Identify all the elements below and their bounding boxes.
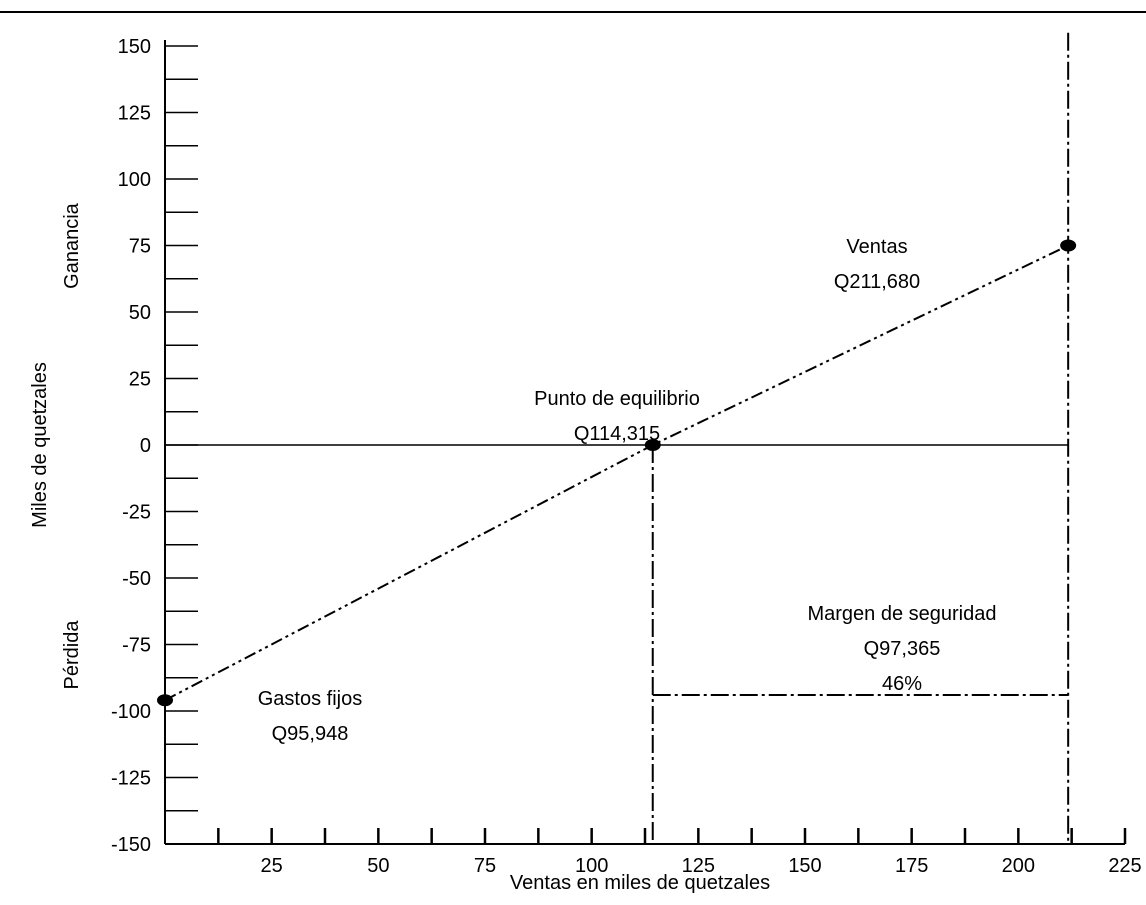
annotations: Ventas Q211,680 Punto de equilibrio Q114,31… (258, 236, 997, 745)
annotation-ventas: Q211,680 (834, 271, 920, 293)
series (157, 239, 1077, 707)
annotation-gastos-fijos: Q95,948 (272, 723, 349, 745)
x-tick-label: 150 (788, 855, 821, 877)
y-tick-label: 100 (118, 169, 151, 191)
data-point (1060, 239, 1077, 252)
reference-lines (165, 32, 1070, 844)
y-tick-label: -125 (111, 768, 151, 790)
series-line (164, 244, 1069, 702)
annotation-punto-equilibrio: Q114,315 (574, 423, 660, 445)
annotation-margen-seguridad: Q97,365 (864, 638, 941, 660)
x-tick-label: 200 (1002, 855, 1035, 877)
x-tick-label: 25 (261, 855, 283, 877)
annotation-margen-seguridad: 46% (882, 673, 922, 695)
y-tick-label: 50 (129, 302, 151, 324)
x-tick-label: 225 (1108, 855, 1141, 877)
annotation-gastos-fijos: Gastos fijos (258, 688, 362, 710)
x-tick-label: 50 (367, 855, 389, 877)
upper-region-label: Ganancia (61, 202, 83, 288)
x-tick-label: 100 (575, 855, 608, 877)
lower-region-label: Pérdida (61, 620, 83, 690)
y-tick-label: -25 (122, 502, 151, 524)
y-tick-label: 75 (129, 236, 151, 258)
y-tick-label: -150 (111, 834, 151, 856)
data-point (644, 439, 661, 451)
y-tick-label: 125 (118, 103, 151, 125)
annotation-margen-seguridad: Margen de seguridad (807, 603, 996, 625)
y-axis-title: Miles de quetzales (29, 362, 51, 528)
y-tick-label: 0 (140, 435, 151, 457)
data-point (157, 694, 173, 707)
x-tick-label: 175 (895, 855, 928, 877)
y-tick-label: -50 (122, 568, 151, 590)
y-tick-label: -100 (111, 701, 151, 723)
x-tick-label: 75 (474, 855, 496, 877)
y-tick-label: 25 (129, 369, 151, 391)
axes: 150 125 100 75 50 25 0 -25 -50 -75 -100 -125 -150 25 5… (111, 36, 1142, 877)
y-tick-label: -75 (122, 635, 151, 657)
annotation-ventas: Ventas (846, 236, 907, 258)
annotation-punto-equilibrio: Punto de equilibrio (534, 388, 700, 410)
x-axis-title: Ventas en miles de quetzales (510, 872, 770, 894)
y-tick-label: 150 (118, 36, 151, 58)
x-tick-label: 125 (682, 855, 715, 877)
